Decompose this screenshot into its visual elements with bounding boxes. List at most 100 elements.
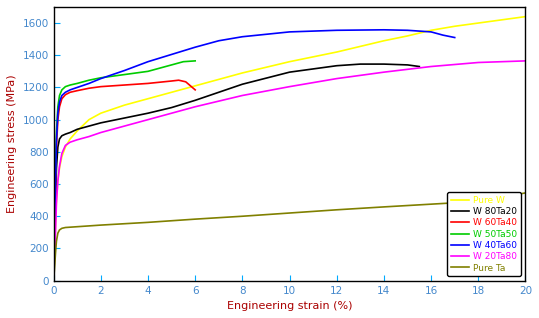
W 20Ta80 [428, 65, 434, 68]
W 20Ta80 [239, 93, 246, 97]
W 40Ta60 [216, 39, 222, 43]
W 40Ta60 [52, 182, 59, 186]
W 20Ta80 [52, 231, 59, 234]
W 80Ta20 [86, 124, 92, 128]
W 80Ta20 [98, 121, 104, 125]
W 40Ta60 [67, 88, 73, 92]
W 50Ta50 [180, 60, 186, 64]
Pure Ta [286, 211, 293, 215]
Pure Ta [51, 266, 58, 270]
Line: W 80Ta20: W 80Ta20 [53, 64, 419, 281]
Line: W 20Ta80: W 20Ta80 [53, 61, 526, 281]
W 40Ta60 [59, 93, 65, 97]
W 80Ta20 [357, 62, 364, 66]
W 60Ta40 [52, 185, 59, 189]
W 20Ta80 [168, 111, 175, 115]
W 60Ta40 [51, 231, 58, 234]
Pure W [428, 28, 434, 32]
Pure Ta [145, 220, 151, 224]
W 50Ta50 [62, 85, 68, 88]
Y-axis label: Engineering stress (MPa): Engineering stress (MPa) [7, 74, 17, 213]
W 80Ta20 [50, 279, 57, 283]
Pure Ta [522, 191, 529, 195]
W 60Ta40 [121, 83, 128, 87]
W 60Ta40 [50, 279, 57, 283]
W 50Ta50 [74, 81, 80, 85]
W 50Ta50 [192, 59, 198, 63]
Pure W [67, 137, 73, 141]
W 80Ta20 [404, 63, 411, 67]
W 60Ta40 [56, 105, 63, 109]
Pure W [53, 198, 60, 202]
W 20Ta80 [56, 164, 63, 168]
Pure Ta [98, 223, 104, 227]
Pure W [98, 111, 104, 115]
W 60Ta40 [67, 90, 73, 94]
W 50Ta50 [51, 222, 58, 226]
W 40Ta60 [404, 28, 411, 32]
W 50Ta50 [54, 105, 61, 109]
W 20Ta80 [334, 77, 340, 80]
Pure W [52, 222, 59, 226]
Pure W [499, 18, 505, 22]
W 40Ta60 [286, 30, 293, 34]
W 80Ta20 [416, 65, 423, 68]
W 40Ta60 [54, 111, 61, 115]
W 20Ta80 [50, 279, 57, 283]
W 40Ta60 [86, 81, 92, 85]
W 60Ta40 [59, 97, 65, 100]
Line: Pure W: Pure W [53, 17, 526, 281]
W 80Ta20 [62, 132, 68, 136]
Pure W [121, 103, 128, 107]
W 60Ta40 [62, 93, 68, 97]
Pure W [216, 78, 222, 81]
W 60Ta40 [145, 81, 151, 85]
W 80Ta20 [67, 131, 73, 135]
Pure Ta [381, 205, 387, 209]
Pure Ta [53, 239, 60, 243]
W 20Ta80 [192, 105, 198, 109]
W 80Ta20 [51, 238, 58, 242]
Pure W [168, 90, 175, 94]
W 80Ta20 [59, 134, 65, 138]
W 20Ta80 [86, 135, 92, 138]
W 20Ta80 [53, 201, 60, 205]
W 60Ta40 [183, 80, 189, 84]
W 50Ta50 [52, 172, 59, 176]
W 80Ta20 [52, 198, 59, 202]
W 40Ta60 [452, 36, 458, 39]
Line: W 40Ta60: W 40Ta60 [53, 30, 455, 281]
Pure Ta [59, 226, 65, 230]
W 60Ta40 [86, 86, 92, 90]
W 50Ta50 [145, 69, 151, 73]
W 40Ta60 [440, 33, 446, 37]
Pure W [50, 279, 57, 283]
Pure W [74, 129, 80, 133]
Pure W [404, 34, 411, 38]
W 40Ta60 [192, 45, 198, 49]
W 40Ta60 [74, 86, 80, 89]
Legend: Pure W, W 80Ta20, W 60Ta40, W 50Ta50, W 40Ta60, W 20Ta80, Pure Ta: Pure W, W 80Ta20, W 60Ta40, W 50Ta50, W … [447, 192, 521, 276]
W 80Ta20 [192, 98, 198, 102]
Pure W [192, 84, 198, 88]
Pure Ta [62, 225, 68, 229]
W 20Ta80 [67, 140, 73, 144]
W 20Ta80 [51, 255, 58, 259]
Pure W [522, 15, 529, 18]
W 80Ta20 [286, 70, 293, 74]
W 80Ta20 [53, 166, 60, 170]
Pure Ta [428, 202, 434, 206]
W 80Ta20 [145, 111, 151, 115]
Pure W [145, 97, 151, 100]
W 20Ta80 [381, 70, 387, 74]
W 40Ta60 [428, 30, 434, 34]
W 50Ta50 [53, 131, 60, 135]
Pure W [286, 60, 293, 64]
Pure W [59, 155, 65, 159]
Pure Ta [74, 225, 80, 229]
W 50Ta50 [50, 279, 57, 283]
W 50Ta50 [56, 93, 63, 97]
W 60Ta40 [98, 85, 104, 88]
Pure Ta [334, 208, 340, 212]
W 20Ta80 [286, 85, 293, 88]
